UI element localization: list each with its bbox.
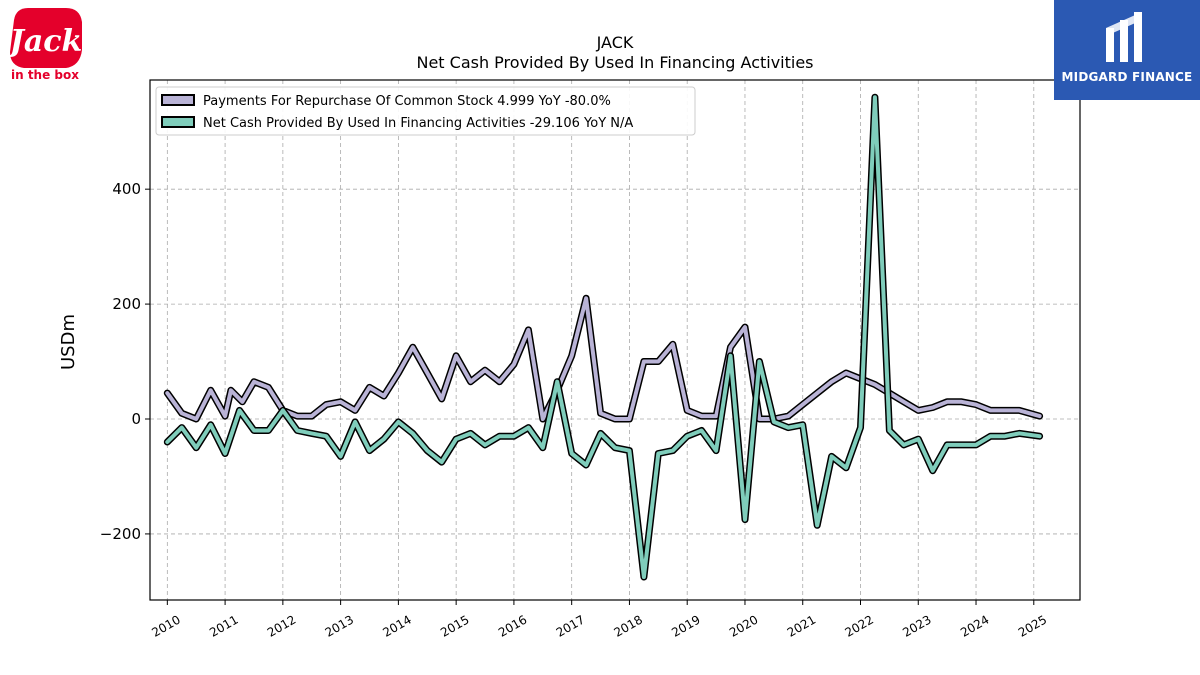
x-tick-label: 2022: [843, 612, 876, 639]
legend-swatch-0: [161, 94, 195, 106]
jack-logo-icon: Jack: [5, 8, 82, 68]
plot-frame: [149, 79, 1081, 601]
midgard-brand-text: MIDGARD FINANCE: [1061, 70, 1193, 84]
legend-label-0: Payments For Repurchase Of Common Stock …: [203, 94, 611, 109]
x-tick-label: 2011: [207, 612, 240, 639]
chart-title: JACK: [596, 33, 634, 52]
midgard-finance-logo: MIDGARD FINANCE: [1054, 0, 1200, 100]
legend-swatch-1: [161, 116, 195, 128]
y-tick-label: −200: [100, 525, 141, 543]
series-line-1: [165, 95, 1042, 579]
x-tick-label: 2013: [323, 612, 356, 639]
x-tick-label: 2018: [611, 612, 644, 639]
x-tick-label: 2025: [1016, 612, 1049, 639]
grid: [150, 80, 1080, 600]
series-outline-0: [163, 294, 1044, 423]
x-tick-label: 2016: [496, 612, 529, 639]
y-tick-label: 400: [112, 180, 141, 198]
x-tick-label: 2014: [380, 612, 413, 639]
legend-box: [155, 86, 696, 136]
series-outline-1: [163, 93, 1044, 581]
x-tick-label: 2015: [438, 612, 471, 639]
jack-in-the-box-logo: Jack in the box: [5, 6, 84, 88]
x-tick-label: 2023: [900, 612, 933, 639]
legend-label-1: Net Cash Provided By Used In Financing A…: [203, 116, 633, 131]
series-lines: [163, 93, 1044, 581]
x-tick-label: 2019: [669, 612, 702, 639]
jack-wordmark: Jack: [6, 24, 82, 59]
midgard-mark-icon: [1106, 12, 1142, 62]
y-tick-label: 0: [131, 410, 141, 428]
x-tick-label: 2021: [785, 612, 818, 639]
y-tick-label: 200: [112, 295, 141, 313]
x-tick-label: 2010: [149, 612, 182, 639]
x-tick-label: 2017: [554, 612, 587, 639]
chart-subtitle: Net Cash Provided By Used In Financing A…: [416, 53, 813, 72]
x-tick-label: 2020: [727, 612, 760, 639]
x-tick-label: 2024: [958, 612, 991, 639]
legend: Payments For Repurchase Of Common Stock …: [155, 86, 696, 136]
y-axis-label: USDm: [58, 314, 79, 370]
x-tick-label: 2012: [265, 612, 298, 639]
jack-logo-subtext: in the box: [10, 68, 79, 82]
